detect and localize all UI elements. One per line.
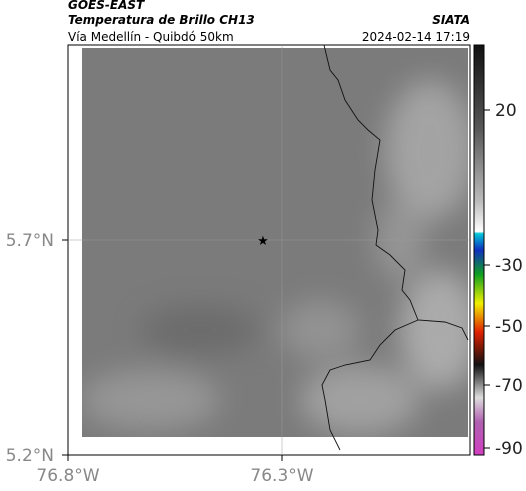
colorbar-label: -90: [495, 439, 523, 459]
lat-label: 5.7°N: [6, 231, 54, 251]
source: GOES-EAST: [68, 0, 145, 12]
satellite-image: [82, 48, 468, 437]
lat-label: 5.2°N: [6, 446, 54, 466]
brand: SIATA: [432, 13, 470, 27]
colorbar: [473, 44, 485, 456]
route: Vía Medellín - Quibdó 50km: [68, 30, 234, 44]
lon-label: 76.8°W: [36, 466, 99, 486]
title: Temperatura de Brillo CH13: [68, 13, 255, 27]
colorbar-label: -30: [495, 256, 523, 276]
location-marker: ★: [257, 234, 269, 249]
timestamp: 2024-02-14 17:19: [362, 30, 470, 44]
lon-label: 76.3°W: [250, 466, 313, 486]
colorbar-label: 20: [495, 101, 517, 121]
coastline: [321, 44, 469, 451]
colorbar-label: -70: [495, 376, 523, 396]
colorbar-label: -50: [495, 317, 523, 337]
